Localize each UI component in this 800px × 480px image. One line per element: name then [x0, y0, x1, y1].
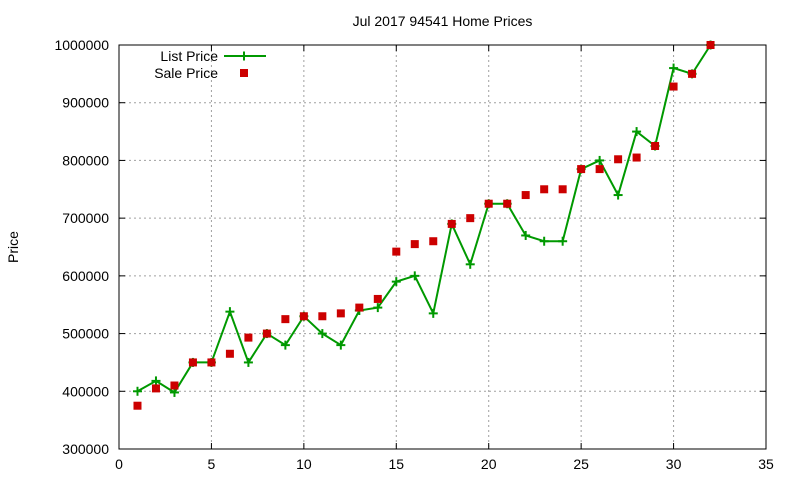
list-price-point: [391, 277, 401, 287]
sale-price-point: [669, 82, 678, 91]
x-tick-label: 30: [666, 456, 682, 472]
list-price-point: [595, 155, 605, 165]
x-tick-label: 10: [296, 456, 312, 472]
list-price-point: [521, 230, 531, 240]
sale-price-point: [355, 303, 364, 312]
sale-price-point: [521, 191, 530, 200]
list-price-point: [428, 308, 438, 318]
sale-price-point: [466, 214, 475, 223]
list-price-point: [225, 307, 235, 317]
sale-price-point: [410, 240, 419, 249]
sale-price-point: [595, 165, 604, 174]
sale-price-point: [392, 247, 401, 256]
list-price-point: [539, 236, 549, 246]
y-axis-label: Price: [5, 231, 21, 263]
series-sale-price: [133, 41, 715, 410]
sale-price-point: [151, 384, 160, 393]
sale-price-point: [244, 333, 253, 342]
list-price-point: [373, 303, 383, 313]
sale-price-point: [484, 199, 493, 208]
list-price-point: [336, 340, 346, 350]
y-tick-label: 900000: [62, 95, 109, 111]
sale-price-point: [558, 185, 567, 194]
y-tick-label: 700000: [62, 210, 109, 226]
axis-ticks: 0 5 10 15 20 25 30 35 300000 400000 500000 600000 70…: [54, 37, 774, 472]
x-tick-label: 5: [208, 456, 216, 472]
sale-price-point: [373, 294, 382, 303]
sale-price-point: [133, 401, 142, 410]
chart-title: Jul 2017 94541 Home Prices: [353, 13, 533, 29]
sale-price-point: [262, 329, 271, 338]
x-tick-label: 35: [758, 456, 774, 472]
series-list-price: [132, 40, 716, 397]
y-tick-label: 800000: [62, 152, 109, 168]
plot-frame: [118, 44, 767, 450]
sale-price-point: [207, 358, 216, 367]
sale-price-point: [688, 69, 697, 78]
list-price-line: [136, 44, 712, 394]
list-price-point: [613, 190, 623, 200]
grid: [119, 45, 766, 449]
sale-price-point: [503, 199, 512, 208]
y-tick-label: 600000: [62, 268, 109, 284]
y-tick-label: 500000: [62, 326, 109, 342]
y-tick-label: 1000000: [54, 37, 109, 53]
legend-label: Sale Price: [154, 65, 218, 81]
list-price-point: [632, 127, 642, 137]
list-price-point: [132, 386, 142, 396]
sale-price-point: [170, 381, 179, 390]
x-tick-label: 0: [115, 456, 123, 472]
y-tick-label: 400000: [62, 383, 109, 399]
list-price-point: [280, 340, 290, 350]
list-price-point: [243, 357, 253, 367]
list-price-point: [558, 236, 568, 246]
sale-price-point: [336, 309, 345, 318]
sale-price-point: [299, 312, 308, 321]
sale-price-point: [318, 312, 327, 321]
list-price-point: [465, 259, 475, 269]
list-price-point: [151, 376, 161, 386]
legend-label: List Price: [160, 48, 218, 64]
sale-price-point: [614, 155, 623, 164]
x-tick-label: 20: [481, 456, 497, 472]
sale-price-point: [706, 41, 715, 49]
legend-plus-swatch: [239, 51, 249, 61]
x-tick-label: 15: [388, 456, 404, 472]
series-layer: [132, 40, 716, 410]
y-tick-label: 300000: [62, 441, 109, 457]
x-tick-label: 25: [573, 456, 589, 472]
sale-price-point: [651, 142, 660, 150]
sale-price-point: [632, 153, 641, 162]
list-price-point: [317, 329, 327, 339]
sale-price-point: [225, 349, 234, 358]
legend-square-swatch: [240, 69, 248, 77]
list-price-point: [410, 271, 420, 281]
sale-price-point: [188, 358, 197, 367]
sale-price-point: [429, 237, 438, 246]
sale-price-point: [577, 165, 586, 174]
sale-price-point: [447, 219, 456, 228]
sale-price-point: [540, 185, 549, 194]
sale-price-point: [281, 315, 290, 324]
list-price-point: [669, 63, 679, 73]
